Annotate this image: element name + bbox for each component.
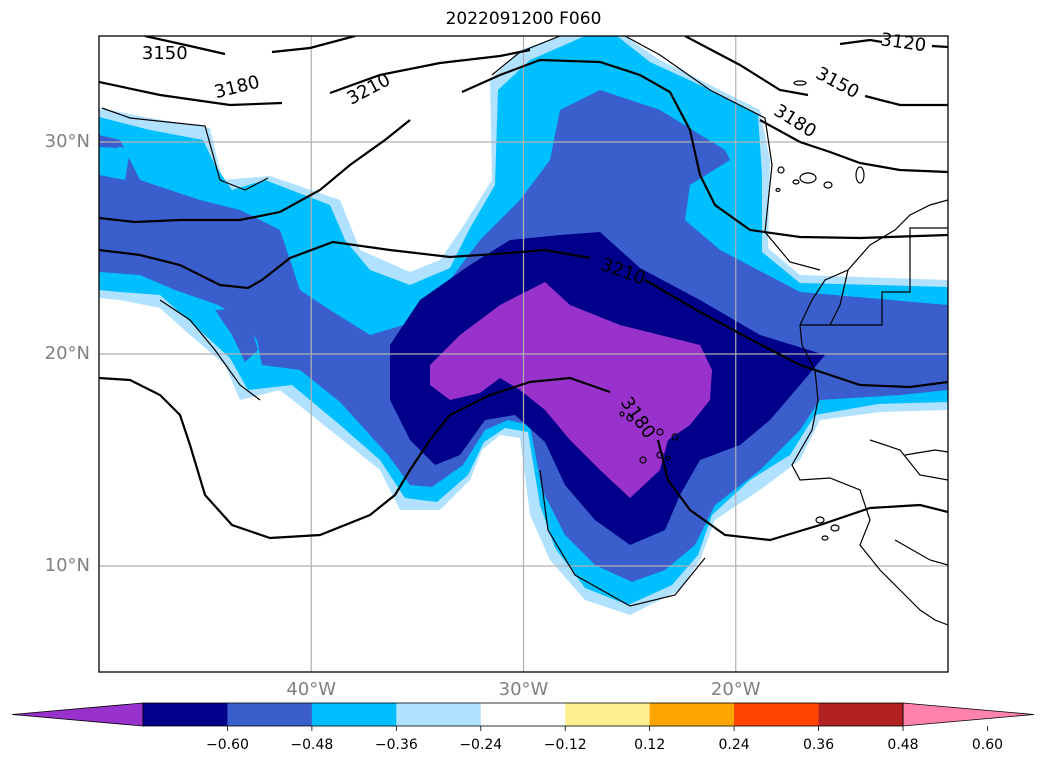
colorbar-segment-5: [565, 703, 651, 726]
lon-label-2: 20°W: [710, 679, 761, 700]
colorbar-segment-4: [480, 703, 566, 726]
colorbar-extend-high: [902, 702, 1035, 727]
colorbar-segment-6: [649, 703, 735, 726]
colorbar-segment-2: [311, 703, 397, 726]
colorbar-segment-1: [227, 703, 313, 726]
colorbar-segment-0: [143, 703, 228, 726]
colorbar-tick-label-1: −0.48: [290, 737, 334, 753]
map-title: 2022091200 F060: [445, 9, 602, 29]
lat-label-2: 10°N: [44, 555, 90, 576]
lon-label-0: 40°W: [286, 679, 337, 700]
contour-label-4: 3150: [812, 63, 862, 103]
lat-label-1: 20°N: [44, 343, 90, 364]
colorbar-tick-label-2: −0.36: [374, 737, 418, 753]
colorbar-tick-label-6: 0.24: [718, 737, 750, 753]
colorbar-tick-label-4: −0.12: [543, 737, 587, 753]
colorbar-tick-label-7: 0.36: [802, 737, 835, 753]
colorbar-tick-label-8: 0.48: [887, 737, 919, 753]
height-contours: [99, 36, 948, 542]
contour-label-3: 3120: [879, 29, 927, 56]
band-purple: [430, 282, 712, 498]
contour-label-5: 3180: [770, 100, 820, 142]
contour-label-0: 3150: [142, 43, 188, 64]
colorbar-tick-label-9: 0.60: [971, 737, 1004, 753]
colorbar-extend-low: [11, 702, 144, 727]
coastlines: [101, 36, 948, 626]
contour-label-2: 3210: [344, 69, 394, 109]
colorbar: [11, 702, 1035, 731]
colorbar-segment-8: [818, 703, 904, 726]
colorbar-tick-label-0: −0.60: [205, 737, 249, 753]
graticule: [99, 36, 948, 672]
lat-label-0: 30°N: [44, 131, 90, 152]
contour-label-1: 3180: [212, 72, 262, 103]
colorbar-tick-label-5: 0.12: [634, 737, 666, 753]
colorbar-segment-3: [396, 703, 482, 726]
colorbar-tick-label-3: −0.24: [459, 737, 503, 753]
lon-label-1: 30°W: [498, 679, 549, 700]
colorbar-segment-7: [734, 703, 820, 726]
map-frame: [98, 35, 949, 673]
